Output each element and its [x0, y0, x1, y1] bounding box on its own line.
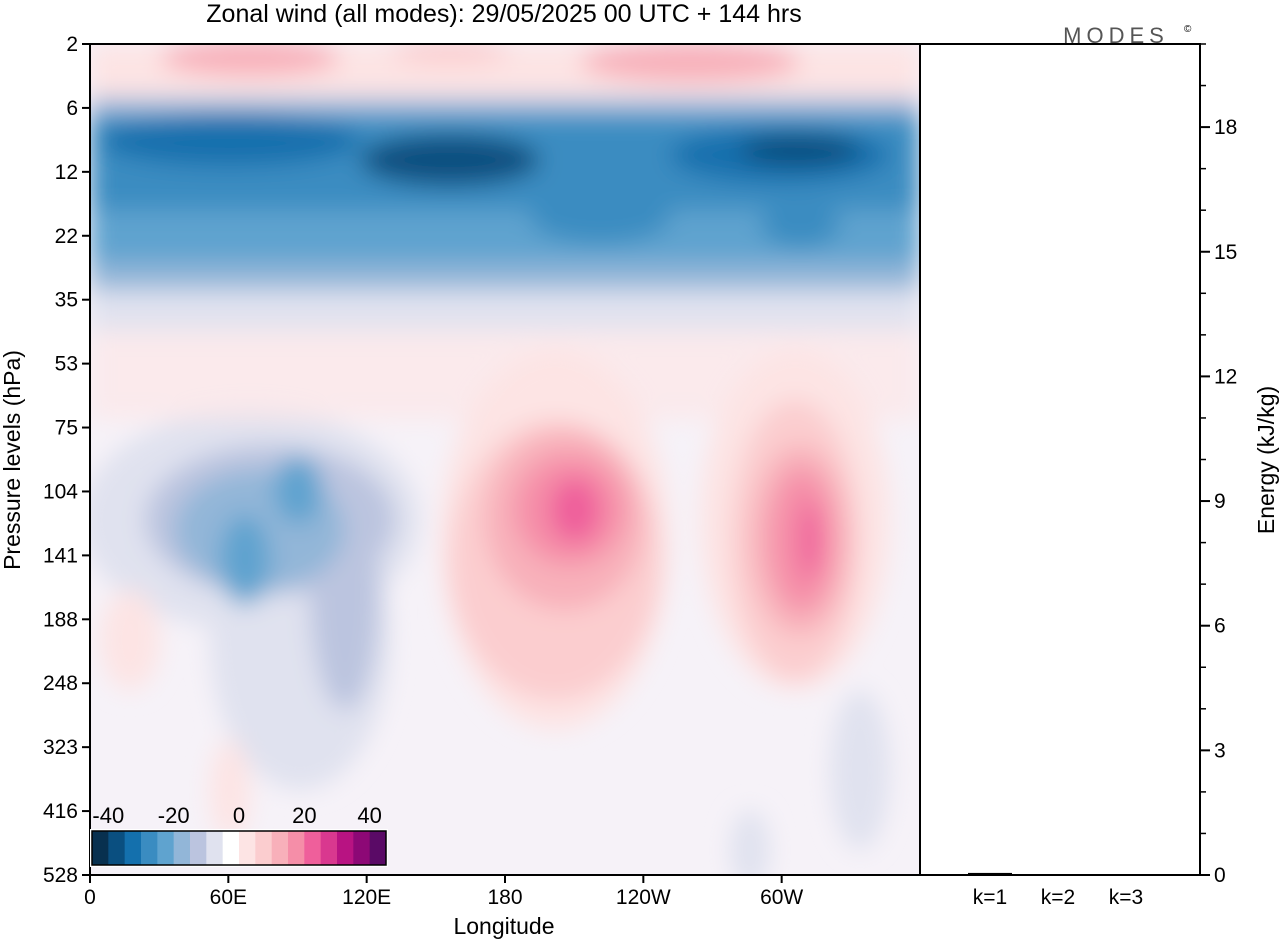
colorbar-swatch — [108, 831, 126, 865]
colorbar-swatch — [271, 831, 289, 865]
energy-x-tick-label: k=1 — [973, 886, 1007, 909]
y-tick-label: 416 — [43, 800, 78, 823]
y-tick-label: 35 — [55, 289, 78, 312]
x-axis-label: Longitude — [453, 913, 554, 939]
colorbar-swatch — [173, 831, 191, 865]
energy-bar — [1104, 874, 1148, 876]
colorbar-swatch — [353, 831, 371, 865]
colorbar-swatch — [320, 831, 338, 865]
y-tick-label: 188 — [43, 608, 78, 631]
colorbar-tick-label: 0 — [233, 803, 245, 828]
heatmap-shading — [90, 44, 920, 875]
colorbar-swatch — [288, 831, 305, 865]
heatmap-field — [90, 44, 920, 875]
y-tick-label: 141 — [43, 544, 78, 567]
y-tick-label: 6 — [66, 97, 78, 120]
energy-y-tick-label: 0 — [1214, 864, 1226, 887]
energy-x-tick-label: k=2 — [1041, 886, 1075, 909]
energy-y-tick-label: 9 — [1214, 490, 1226, 513]
x-tick-label: 120W — [616, 886, 671, 909]
y-tick-label: 323 — [43, 736, 78, 759]
colorbar-swatch — [190, 831, 207, 865]
energy-bars — [968, 872, 1148, 876]
y-tick-label: 528 — [43, 864, 78, 887]
colorbar-swatch — [255, 831, 273, 865]
colorbar-swatch — [206, 831, 224, 865]
colorbar-swatch — [141, 831, 158, 865]
energy-x-tick-label: k=3 — [1109, 886, 1143, 909]
x-tick-label: 60W — [760, 886, 803, 909]
y-axis-label: Pressure levels (hPa) — [0, 350, 25, 570]
colorbar-swatch — [124, 831, 142, 865]
x-tick-label: 60E — [210, 886, 247, 909]
x-tick-label: 0 — [84, 886, 96, 909]
energy-axis-label: Energy (kJ/kg) — [1253, 386, 1279, 534]
energy-bar — [968, 872, 1012, 875]
energy-bar — [1036, 874, 1080, 876]
colorbar-swatch — [369, 831, 387, 865]
chart-title: Zonal wind (all modes): 29/05/2025 00 UT… — [206, 0, 801, 28]
brand-copyright-mark: © — [1184, 24, 1192, 35]
y-tick-label: 248 — [43, 672, 78, 695]
colorbar-swatch — [92, 831, 109, 865]
y-tick-label: 53 — [55, 353, 78, 376]
colorbar-tick-label: 40 — [357, 803, 381, 828]
colorbar-swatch — [157, 831, 175, 865]
y-tick-label: 75 — [55, 417, 78, 440]
colorbar-swatch — [337, 831, 354, 865]
energy-y-tick-label: 18 — [1214, 116, 1237, 139]
x-axis: 0 60E 120E 180 120W 60W — [84, 875, 803, 909]
energy-y-tick-label: 12 — [1214, 365, 1237, 388]
y-tick-label: 104 — [43, 480, 78, 503]
energy-y-axis: 0 3 6 9 12 15 18 — [1200, 43, 1237, 887]
energy-x-axis: k=1 k=2 k=3 — [973, 886, 1143, 909]
y-axis: 2 6 12 22 35 53 75 104 141 188 248 323 416 528 — [43, 33, 90, 887]
colorbar-tick-label: -40 — [92, 803, 124, 828]
colorbar: -40 -20 0 20 40 — [90, 803, 388, 867]
energy-y-tick-label: 6 — [1214, 615, 1226, 638]
colorbar-frame — [91, 830, 387, 866]
x-tick-label: 180 — [487, 886, 522, 909]
colorbar-tick-label: -20 — [158, 803, 190, 828]
energy-panel-frame — [919, 43, 1201, 876]
energy-y-tick-label: 15 — [1214, 241, 1237, 264]
colorbar-swatch — [222, 831, 240, 865]
colorbar-swatch — [239, 831, 256, 865]
colorbar-tick-label: 20 — [292, 803, 316, 828]
x-tick-label: 120E — [342, 886, 391, 909]
colorbar-swatch — [304, 831, 322, 865]
energy-y-tick-label: 3 — [1214, 739, 1226, 762]
y-tick-label: 12 — [55, 161, 78, 184]
y-tick-label: 22 — [55, 225, 78, 248]
y-tick-label: 2 — [66, 33, 78, 56]
